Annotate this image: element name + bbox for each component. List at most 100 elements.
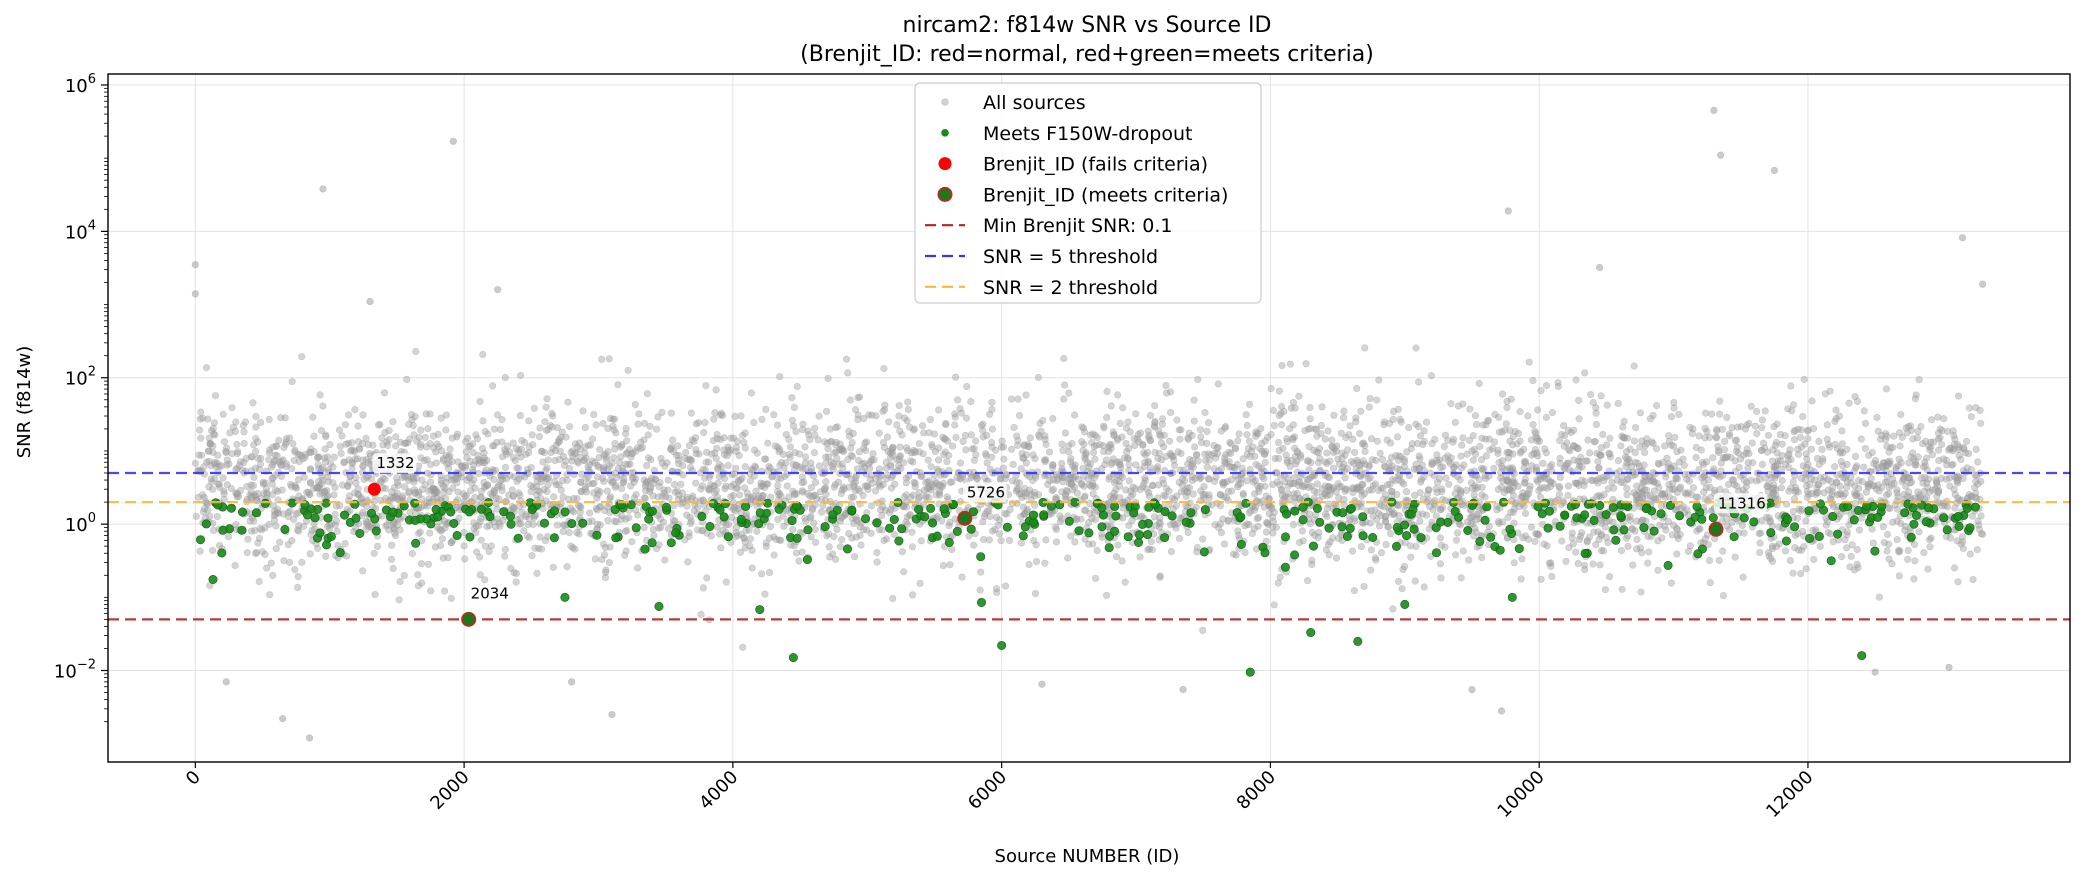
all-source-point xyxy=(426,529,434,537)
all-source-point xyxy=(1472,421,1481,429)
all-source-point xyxy=(1400,455,1408,463)
all-source-point xyxy=(1679,455,1687,463)
all-source-point xyxy=(762,405,770,414)
all-source-point xyxy=(525,417,533,425)
all-source-point xyxy=(426,410,434,418)
all-source-point xyxy=(798,487,806,495)
all-source-point xyxy=(1592,409,1600,417)
all-source-point xyxy=(1554,379,1562,387)
all-source-point xyxy=(523,532,532,540)
all-source-point xyxy=(810,449,819,457)
all-source-point xyxy=(1400,480,1408,488)
all-source-point xyxy=(293,526,302,534)
all-source-point xyxy=(710,415,718,423)
all-source-point xyxy=(1914,488,1922,496)
all-source-point xyxy=(1526,482,1534,490)
all-source-point xyxy=(1122,439,1130,448)
all-source-point xyxy=(1348,547,1357,555)
all-source-point xyxy=(366,449,374,458)
all-source-point xyxy=(709,436,717,445)
all-source-point xyxy=(1408,440,1416,448)
all-source-point xyxy=(429,484,437,493)
all-source-point xyxy=(1562,557,1570,565)
all-source-point xyxy=(951,421,959,429)
all-source-point xyxy=(1013,441,1022,449)
all-source-point xyxy=(1136,429,1145,437)
all-source-point xyxy=(777,458,786,467)
all-source-point xyxy=(1190,417,1198,425)
all-source-point xyxy=(240,439,248,448)
all-source-point xyxy=(1451,551,1460,559)
all-source-point xyxy=(970,541,978,549)
all-source-point xyxy=(1256,445,1264,453)
all-source-point xyxy=(1911,557,1919,565)
all-source-point xyxy=(1136,486,1144,494)
all-source-point xyxy=(702,448,711,456)
all-source-point xyxy=(423,502,431,510)
all-source-point xyxy=(988,398,996,406)
all-source-point xyxy=(1169,505,1177,513)
all-source-point xyxy=(948,545,956,554)
all-source-point xyxy=(1178,481,1186,489)
all-source-point xyxy=(341,421,350,429)
all-source-point xyxy=(1602,441,1611,449)
all-source-point xyxy=(788,416,797,424)
all-source-point xyxy=(1447,400,1455,408)
all-source-point xyxy=(1618,585,1626,593)
all-source-point xyxy=(226,429,234,437)
all-source-point xyxy=(1398,585,1406,593)
all-source-point xyxy=(1468,513,1476,521)
all-source-point xyxy=(1626,516,1634,524)
all-source-point xyxy=(951,373,960,381)
all-source-point xyxy=(530,513,538,522)
all-source-point xyxy=(407,411,416,419)
all-source-point xyxy=(1177,449,1185,458)
all-source-point xyxy=(588,435,597,443)
all-source-point xyxy=(1254,522,1262,530)
all-source-point xyxy=(1851,491,1859,499)
all-source-point xyxy=(192,512,200,520)
all-source-point xyxy=(1063,488,1071,496)
all-source-point xyxy=(322,552,330,560)
all-source-point xyxy=(674,442,682,450)
all-source-point xyxy=(1372,456,1380,465)
all-source-point xyxy=(1725,430,1734,438)
all-source-point xyxy=(836,543,844,551)
all-source-point xyxy=(359,567,367,575)
all-source-point xyxy=(752,487,760,495)
all-source-point xyxy=(654,413,662,421)
all-source-point xyxy=(845,483,854,491)
all-source-point xyxy=(329,479,337,487)
all-source-point xyxy=(766,523,775,531)
all-source-point xyxy=(1665,493,1673,501)
all-source-point xyxy=(1605,449,1613,458)
all-source-point xyxy=(1934,446,1943,454)
all-source-point xyxy=(1021,510,1029,518)
all-source-point xyxy=(792,461,800,469)
all-source-point xyxy=(1504,513,1512,522)
all-source-point xyxy=(1768,457,1777,465)
all-source-point xyxy=(1731,553,1739,561)
all-source-point xyxy=(1102,591,1111,599)
all-source-point xyxy=(359,462,367,470)
all-source-point xyxy=(798,548,806,556)
all-source-point xyxy=(1237,479,1245,488)
all-source-point xyxy=(1737,423,1745,431)
all-source-point xyxy=(741,429,749,437)
all-source-point xyxy=(822,478,830,486)
all-source-point xyxy=(1463,450,1471,458)
all-source-point xyxy=(1784,451,1792,460)
all-source-point xyxy=(682,449,690,457)
all-source-point xyxy=(1267,431,1275,439)
all-source-point xyxy=(286,434,294,442)
all-source-point xyxy=(1771,474,1779,482)
all-source-point xyxy=(1466,405,1474,413)
all-source-point xyxy=(1495,459,1503,467)
all-source-point xyxy=(1841,490,1849,498)
all-source-point xyxy=(1657,490,1665,498)
all-source-point xyxy=(407,474,415,482)
all-source-point xyxy=(1070,464,1078,472)
all-source-point xyxy=(429,432,438,440)
all-source-point xyxy=(801,514,809,522)
all-source-point xyxy=(1288,480,1297,488)
